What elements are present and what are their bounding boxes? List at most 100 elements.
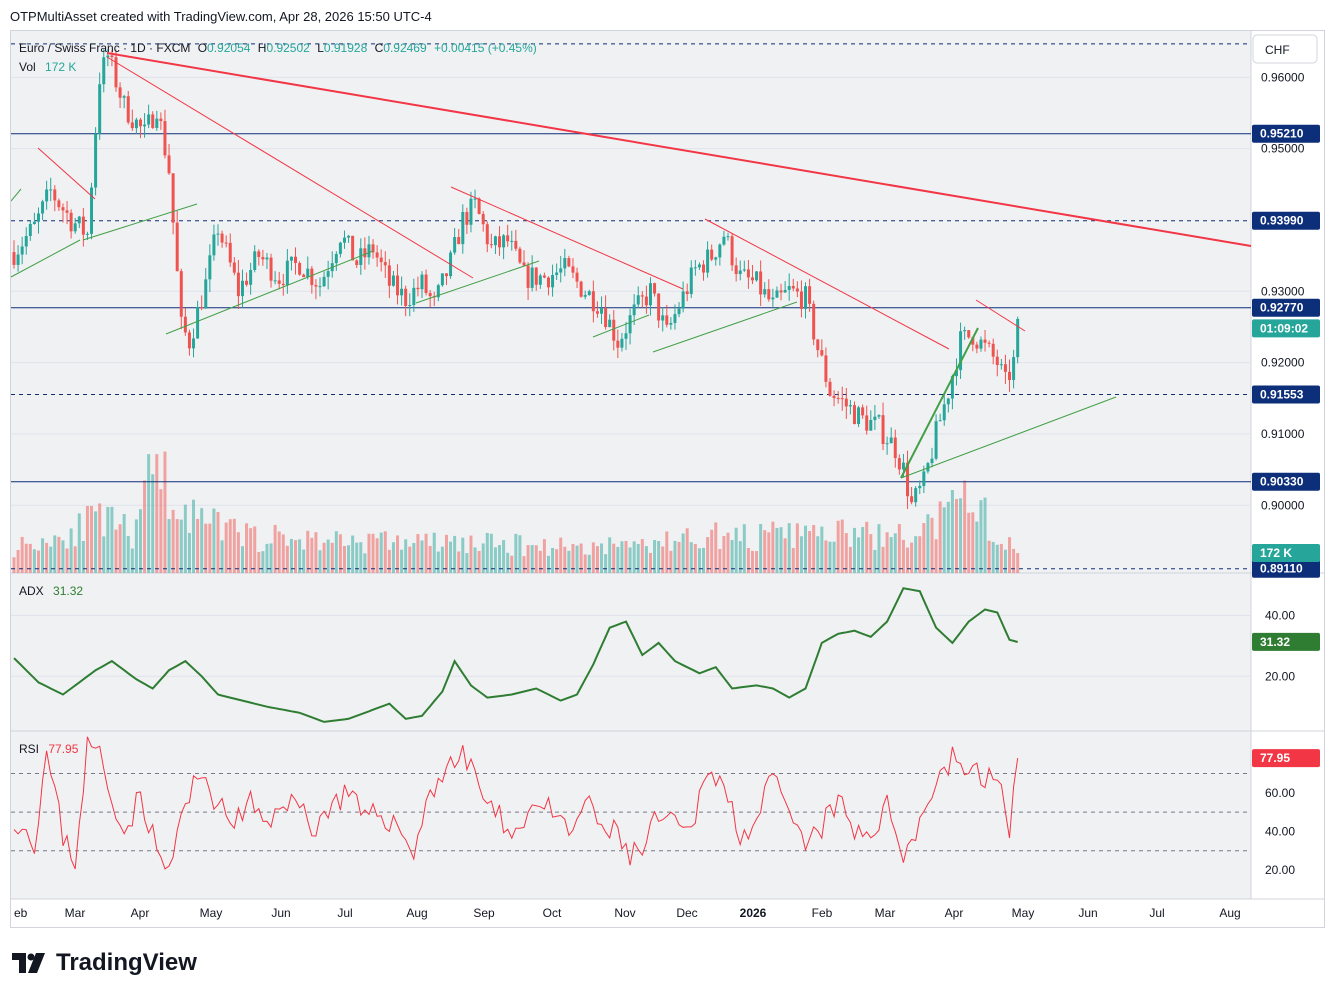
trend-line-red[interactable] [704,218,950,350]
trend-line-green[interactable] [10,188,22,202]
candle-body [118,87,122,98]
volume-bar [975,521,979,573]
volume-bar [81,540,85,573]
volume-bar [416,534,420,573]
volume-bar [440,546,444,573]
chart-canvas[interactable]: 0.96000 0.95000 0.93000 0.92000 0.91000 0.900… [10,31,1324,927]
chart-frame: 0.96000 0.95000 0.93000 0.92000 0.91000 0.900… [10,30,1325,928]
volume-bar [249,528,253,573]
volume-bar [338,534,342,573]
volume-bar [734,527,738,573]
volume-bar [28,543,32,573]
volume-bar [555,549,559,573]
candle-body [461,211,465,245]
candle-body [930,458,934,464]
trend-line-red[interactable] [975,299,1026,332]
volume-legend: Vol 172 K [19,60,76,74]
volume-bar [600,543,604,573]
volume-bar [90,505,94,573]
volume-bar [404,539,408,573]
major-downtrend-line[interactable] [106,52,1252,247]
currency-button[interactable] [1252,34,1318,64]
candle-body [885,443,889,445]
candle-body [208,255,212,280]
volume-bar [183,504,187,573]
trend-line-green[interactable] [82,203,198,241]
candle-body [514,240,518,249]
candle-body [351,235,355,261]
volume-bar [477,551,481,573]
symbol-legend: Euro / Swiss Franc · 1D · FXCM O0.92054 … [19,41,537,55]
candle-body [816,339,820,351]
candle-body [179,271,183,317]
volume-bar [412,543,416,573]
candle-body [391,275,395,286]
candle-body [506,235,510,242]
candle-body [669,322,673,325]
candle-body [269,257,273,281]
volume-bar [971,512,975,573]
volume-bar [954,499,958,573]
volume-bar [763,530,767,573]
trend-line-red[interactable] [37,147,96,200]
volume-bar [196,518,200,573]
trend-line-green[interactable] [900,396,1117,479]
volume-bar [371,533,375,573]
candle-body [477,198,481,214]
volume-bar [318,550,322,573]
price-level-label-background [1252,211,1320,230]
candle-body [200,307,204,309]
volume-bar [967,512,971,573]
volume-bar [799,536,803,573]
trend-line-red[interactable] [450,186,684,290]
trend-line-green[interactable] [900,327,979,479]
candle-body [779,290,783,293]
price-level-label: 0.95210 [1260,127,1304,141]
candle-body [755,271,759,281]
volume-bar [1003,549,1007,573]
volume-bar [640,539,644,573]
volume-bar [934,539,938,573]
volume-bar [102,536,106,573]
candle-body [481,213,485,225]
volume-bar [571,544,575,573]
volume-bar [351,535,355,573]
candle-body [995,356,999,366]
volume-bar [498,545,502,573]
candle-body [473,198,477,200]
trend-line-green[interactable] [652,301,798,353]
candle-body [228,242,232,263]
volume-bar [828,541,832,573]
volume-bar [542,539,546,573]
candle-body [824,355,828,382]
candle-body [673,314,677,323]
trend-line-red[interactable] [106,56,474,279]
volume-bar [147,454,151,573]
volume-bar [342,545,346,573]
volume-bar [661,546,665,573]
candle-body [795,288,799,292]
volume-bar [628,547,632,573]
price-level-label-background [1252,298,1320,317]
trend-line-green[interactable] [165,250,374,335]
candle-body [322,276,326,287]
volume-bar [16,549,20,573]
trend-line-green[interactable] [10,239,81,278]
volume-bar [608,537,612,573]
candle-body [77,216,81,224]
trend-line-green[interactable] [592,314,650,338]
volume-bar [493,547,497,573]
price-level-label: 0.91553 [1260,387,1304,401]
volume-bar [706,537,710,573]
volume-bar [379,532,383,573]
candle-body [61,207,65,211]
trend-line-green[interactable] [415,260,540,304]
volume-bar [930,517,934,573]
candle-body [314,285,318,287]
adx-legend: ADX 31.32 [19,584,83,598]
candle-body [404,288,408,306]
price-tick-label: 0.93000 [1261,284,1305,298]
candle-body [240,280,244,297]
candle-body [877,415,881,417]
tradingview-logo[interactable]: TradingView [12,948,197,978]
